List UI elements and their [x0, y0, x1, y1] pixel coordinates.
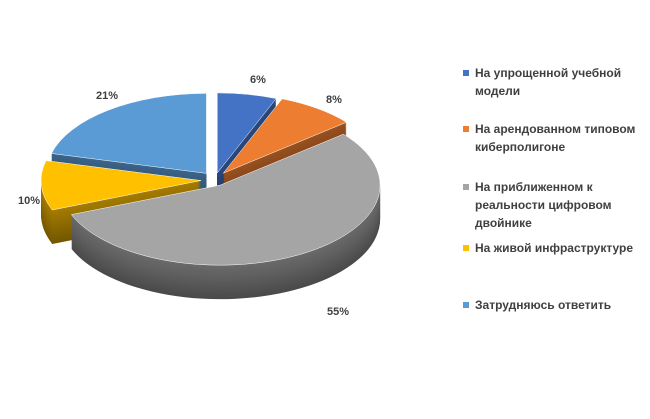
- legend-swatch: [463, 70, 469, 76]
- legend-label: На приближенном к реальности цифровом дв…: [475, 180, 612, 230]
- legend-label: Затрудняюсь ответить: [475, 298, 612, 312]
- data-label-2: 55%: [327, 306, 349, 318]
- legend-label: На живой инфраструктуре: [475, 241, 634, 255]
- legend-item-1: На арендованном типовом киберполигоне: [463, 120, 643, 156]
- data-label-3: 10%: [18, 195, 40, 207]
- legend-label: На арендованном типовом киберполигоне: [475, 122, 636, 154]
- legend-item-3: На живой инфраструктуре: [463, 239, 633, 257]
- legend-swatch: [463, 302, 469, 308]
- slice-3: [40, 160, 202, 211]
- legend-item-4: Затрудняюсь ответить: [463, 296, 611, 314]
- slice-4: [51, 93, 207, 174]
- legend-item-2: На приближенном к реальности цифровом дв…: [463, 178, 643, 232]
- legend-item-0: На упрощенной учебной модели: [463, 64, 643, 100]
- legend-swatch: [463, 184, 469, 190]
- slice-0: [216, 92, 277, 174]
- slice-1: [222, 98, 348, 174]
- slice-2: [70, 133, 381, 266]
- data-label-4: 21%: [96, 90, 118, 102]
- legend-label: На упрощенной учебной модели: [475, 66, 622, 98]
- data-label-1: 8%: [326, 94, 342, 106]
- legend-swatch: [463, 126, 469, 132]
- data-label-0: 6%: [250, 74, 266, 86]
- legend-swatch: [463, 245, 469, 251]
